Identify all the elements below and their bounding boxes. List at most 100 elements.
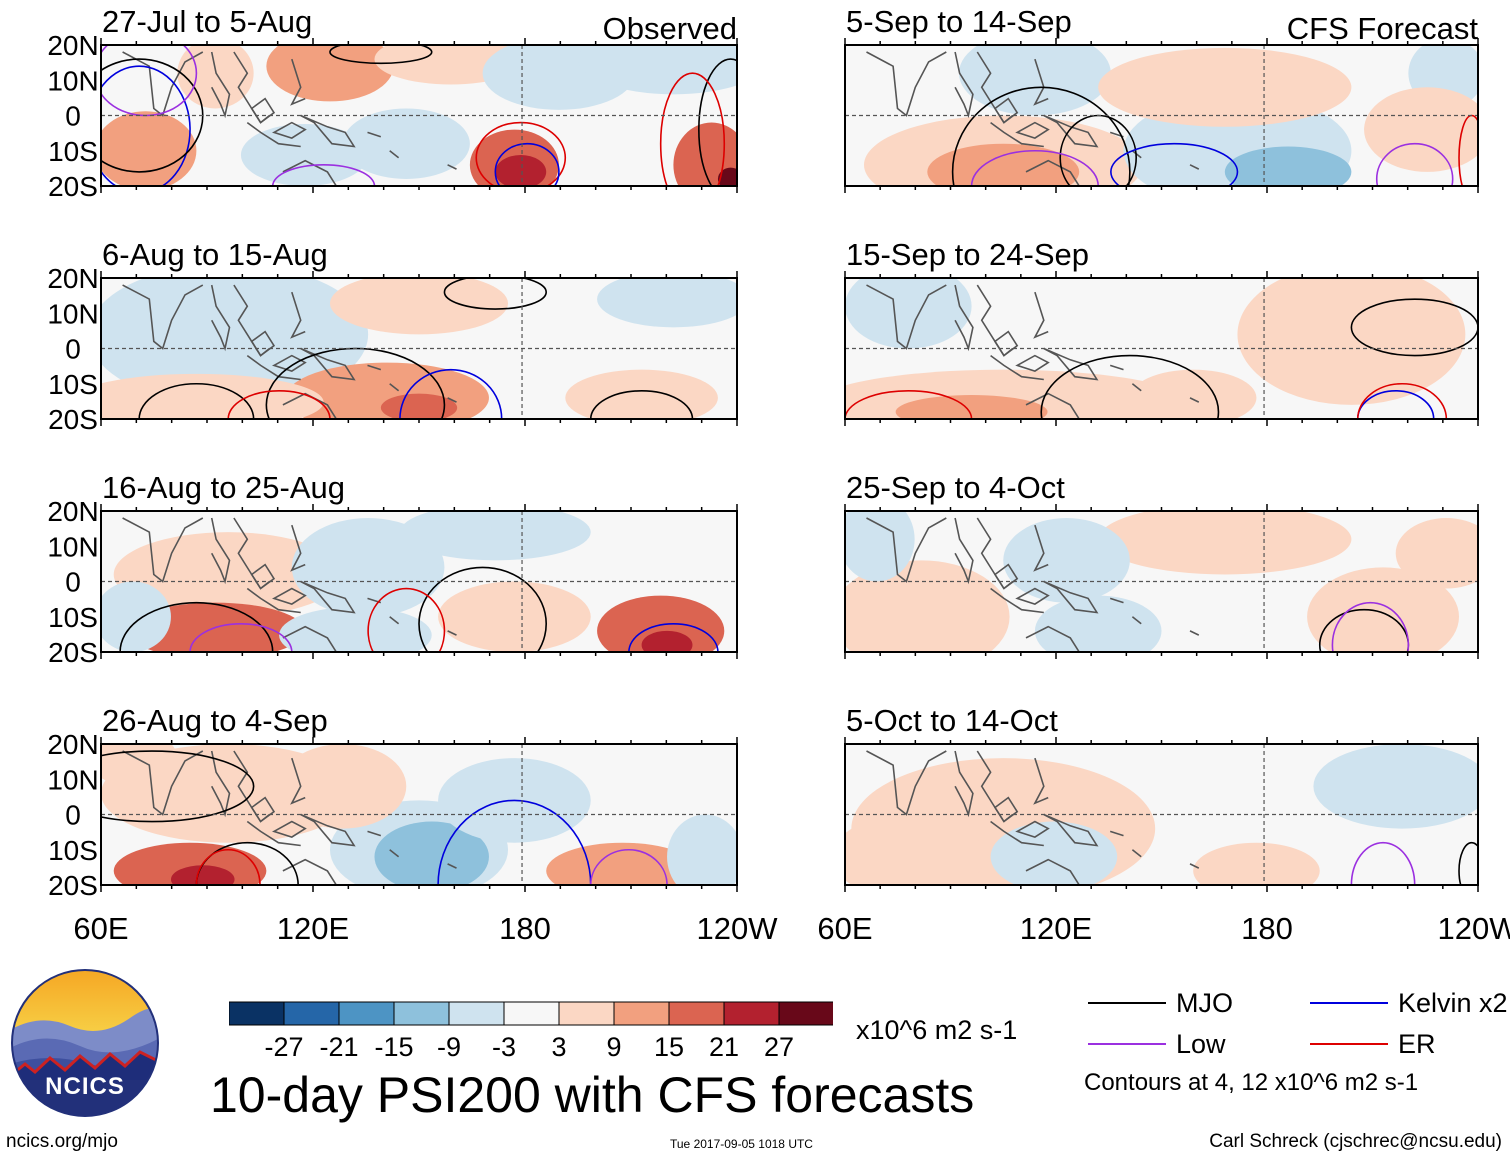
contour-low bbox=[1331, 601, 1410, 652]
legend-label-low: Low bbox=[1176, 1028, 1226, 1059]
coastline bbox=[290, 757, 306, 805]
coastline bbox=[1189, 397, 1200, 403]
x-tick-label: 120E bbox=[1020, 911, 1092, 946]
contour-er bbox=[475, 121, 567, 186]
panel-4: 5-Sep to 14-Sep CFS Forecast bbox=[844, 4, 1479, 193]
colorbar-swatch bbox=[228, 1001, 285, 1026]
legend-kelvin: Kelvin x2 bbox=[1310, 988, 1508, 1018]
coastline bbox=[866, 51, 947, 117]
anomaly-shading bbox=[329, 278, 509, 335]
anomaly-shading bbox=[1224, 146, 1352, 186]
y-tick-label: 10S bbox=[48, 602, 98, 633]
coastline bbox=[290, 524, 306, 572]
y-tick-label: 0 bbox=[65, 334, 81, 365]
contour-mjo bbox=[698, 58, 737, 186]
coastline bbox=[300, 580, 356, 614]
coastline bbox=[250, 97, 276, 124]
panel-title: 27-Jul to 5-Aug bbox=[102, 4, 312, 39]
coastline bbox=[447, 863, 457, 869]
anomaly-shading bbox=[673, 122, 737, 186]
panel-7: 5-Oct to 14-Oct 60E 120E 180 120W bbox=[817, 703, 1510, 946]
coastline bbox=[954, 750, 974, 818]
y-tick-label: 10S bbox=[48, 835, 98, 866]
coastline bbox=[1109, 830, 1124, 837]
column-header: CFS Forecast bbox=[1287, 11, 1479, 46]
coastline bbox=[447, 397, 457, 403]
anomaly-shading bbox=[845, 278, 972, 349]
anomaly-shading bbox=[101, 278, 369, 405]
coastline bbox=[954, 284, 974, 352]
anomaly-shading bbox=[597, 595, 725, 652]
anomaly-shading bbox=[279, 744, 407, 829]
coastline bbox=[210, 51, 231, 119]
panel-3: 20N 10N 0 10S 20S 26-Aug to 4-Sep 60E 120E 180 12… bbox=[47, 703, 778, 946]
contour-kelvin-x2 bbox=[101, 65, 191, 186]
coastline bbox=[954, 517, 974, 585]
anomaly-shading bbox=[717, 167, 737, 186]
coastline bbox=[122, 517, 204, 583]
coastline bbox=[271, 820, 307, 838]
anomaly-shading bbox=[374, 821, 489, 885]
column-header: Observed bbox=[603, 11, 737, 46]
coastline bbox=[990, 820, 1044, 847]
y-tick-label: 0 bbox=[65, 101, 81, 132]
panel-field bbox=[101, 744, 737, 885]
panel-field bbox=[845, 278, 1478, 419]
coastline bbox=[993, 330, 1019, 357]
coastline bbox=[954, 51, 974, 119]
anomaly-shading bbox=[101, 581, 171, 652]
anomaly-shading bbox=[495, 154, 547, 186]
coastline bbox=[1189, 863, 1200, 869]
anomaly-shading bbox=[1098, 47, 1352, 127]
colorbar-tick-label: -9 bbox=[437, 1032, 461, 1061]
y-tick-label: 20N bbox=[47, 496, 98, 527]
anomaly-shading bbox=[1034, 595, 1162, 652]
anomaly-shading bbox=[927, 143, 1080, 186]
anomaly-shading bbox=[279, 606, 432, 652]
coastline bbox=[246, 587, 301, 614]
author-credit: Carl Schreck (cjschrec@ncsu.edu) bbox=[1209, 1131, 1502, 1152]
anomaly-shading bbox=[895, 395, 1048, 419]
y-tick-label: 20S bbox=[48, 404, 98, 435]
coastline bbox=[990, 121, 1044, 148]
coastline bbox=[1025, 392, 1080, 419]
contour-er bbox=[659, 72, 726, 186]
panel-title: 6-Aug to 15-Aug bbox=[102, 237, 328, 272]
coastline bbox=[993, 563, 1019, 590]
timestamp: Tue 2017-09-05 1018 UTC bbox=[670, 1137, 813, 1151]
coastline bbox=[250, 330, 276, 357]
contour-mjo bbox=[101, 750, 255, 823]
coastline bbox=[210, 284, 231, 352]
coastline bbox=[1131, 616, 1142, 625]
chart-title: 10-day PSI200 with CFS forecasts bbox=[210, 1067, 975, 1123]
colorbar-tick-label: 3 bbox=[551, 1032, 566, 1061]
panel-1: 20N 10N 0 10S 20S 6-Aug to 15-Aug bbox=[47, 237, 738, 435]
coastline bbox=[367, 131, 382, 138]
contour-mjo bbox=[418, 566, 547, 652]
colorbar-swatch bbox=[668, 1001, 725, 1026]
x-tick-label: 120E bbox=[277, 911, 349, 946]
anomaly-shading bbox=[597, 278, 737, 328]
colorbar-tick-label: -27 bbox=[264, 1032, 303, 1061]
coastline bbox=[282, 858, 337, 885]
legend-line-er bbox=[1310, 1043, 1388, 1045]
colorbar-tick-label: -21 bbox=[319, 1032, 358, 1061]
panel-6: 25-Sep to 4-Oct bbox=[844, 470, 1479, 659]
legend-line-low bbox=[1088, 1043, 1166, 1045]
colorbar-tick-label: -3 bbox=[492, 1032, 516, 1061]
coastline bbox=[1131, 383, 1142, 392]
coastline bbox=[300, 347, 356, 381]
contour-low bbox=[970, 149, 1099, 186]
legend-low: Low bbox=[1088, 1029, 1226, 1059]
panel-title: 25-Sep to 4-Oct bbox=[846, 470, 1065, 505]
coastline bbox=[1043, 114, 1099, 148]
coastline bbox=[1015, 121, 1050, 139]
panel-0: 20N 10N 0 10S 20S 27-Jul to 5-Aug Observed bbox=[47, 4, 738, 202]
coastline bbox=[210, 517, 231, 585]
contour-mjo bbox=[195, 841, 299, 885]
site-link[interactable]: ncics.org/mjo bbox=[6, 1131, 118, 1152]
x-tick-label: 180 bbox=[499, 911, 551, 946]
colorbar-swatch bbox=[283, 1001, 340, 1026]
colorbar-tick-label: -15 bbox=[374, 1032, 413, 1061]
